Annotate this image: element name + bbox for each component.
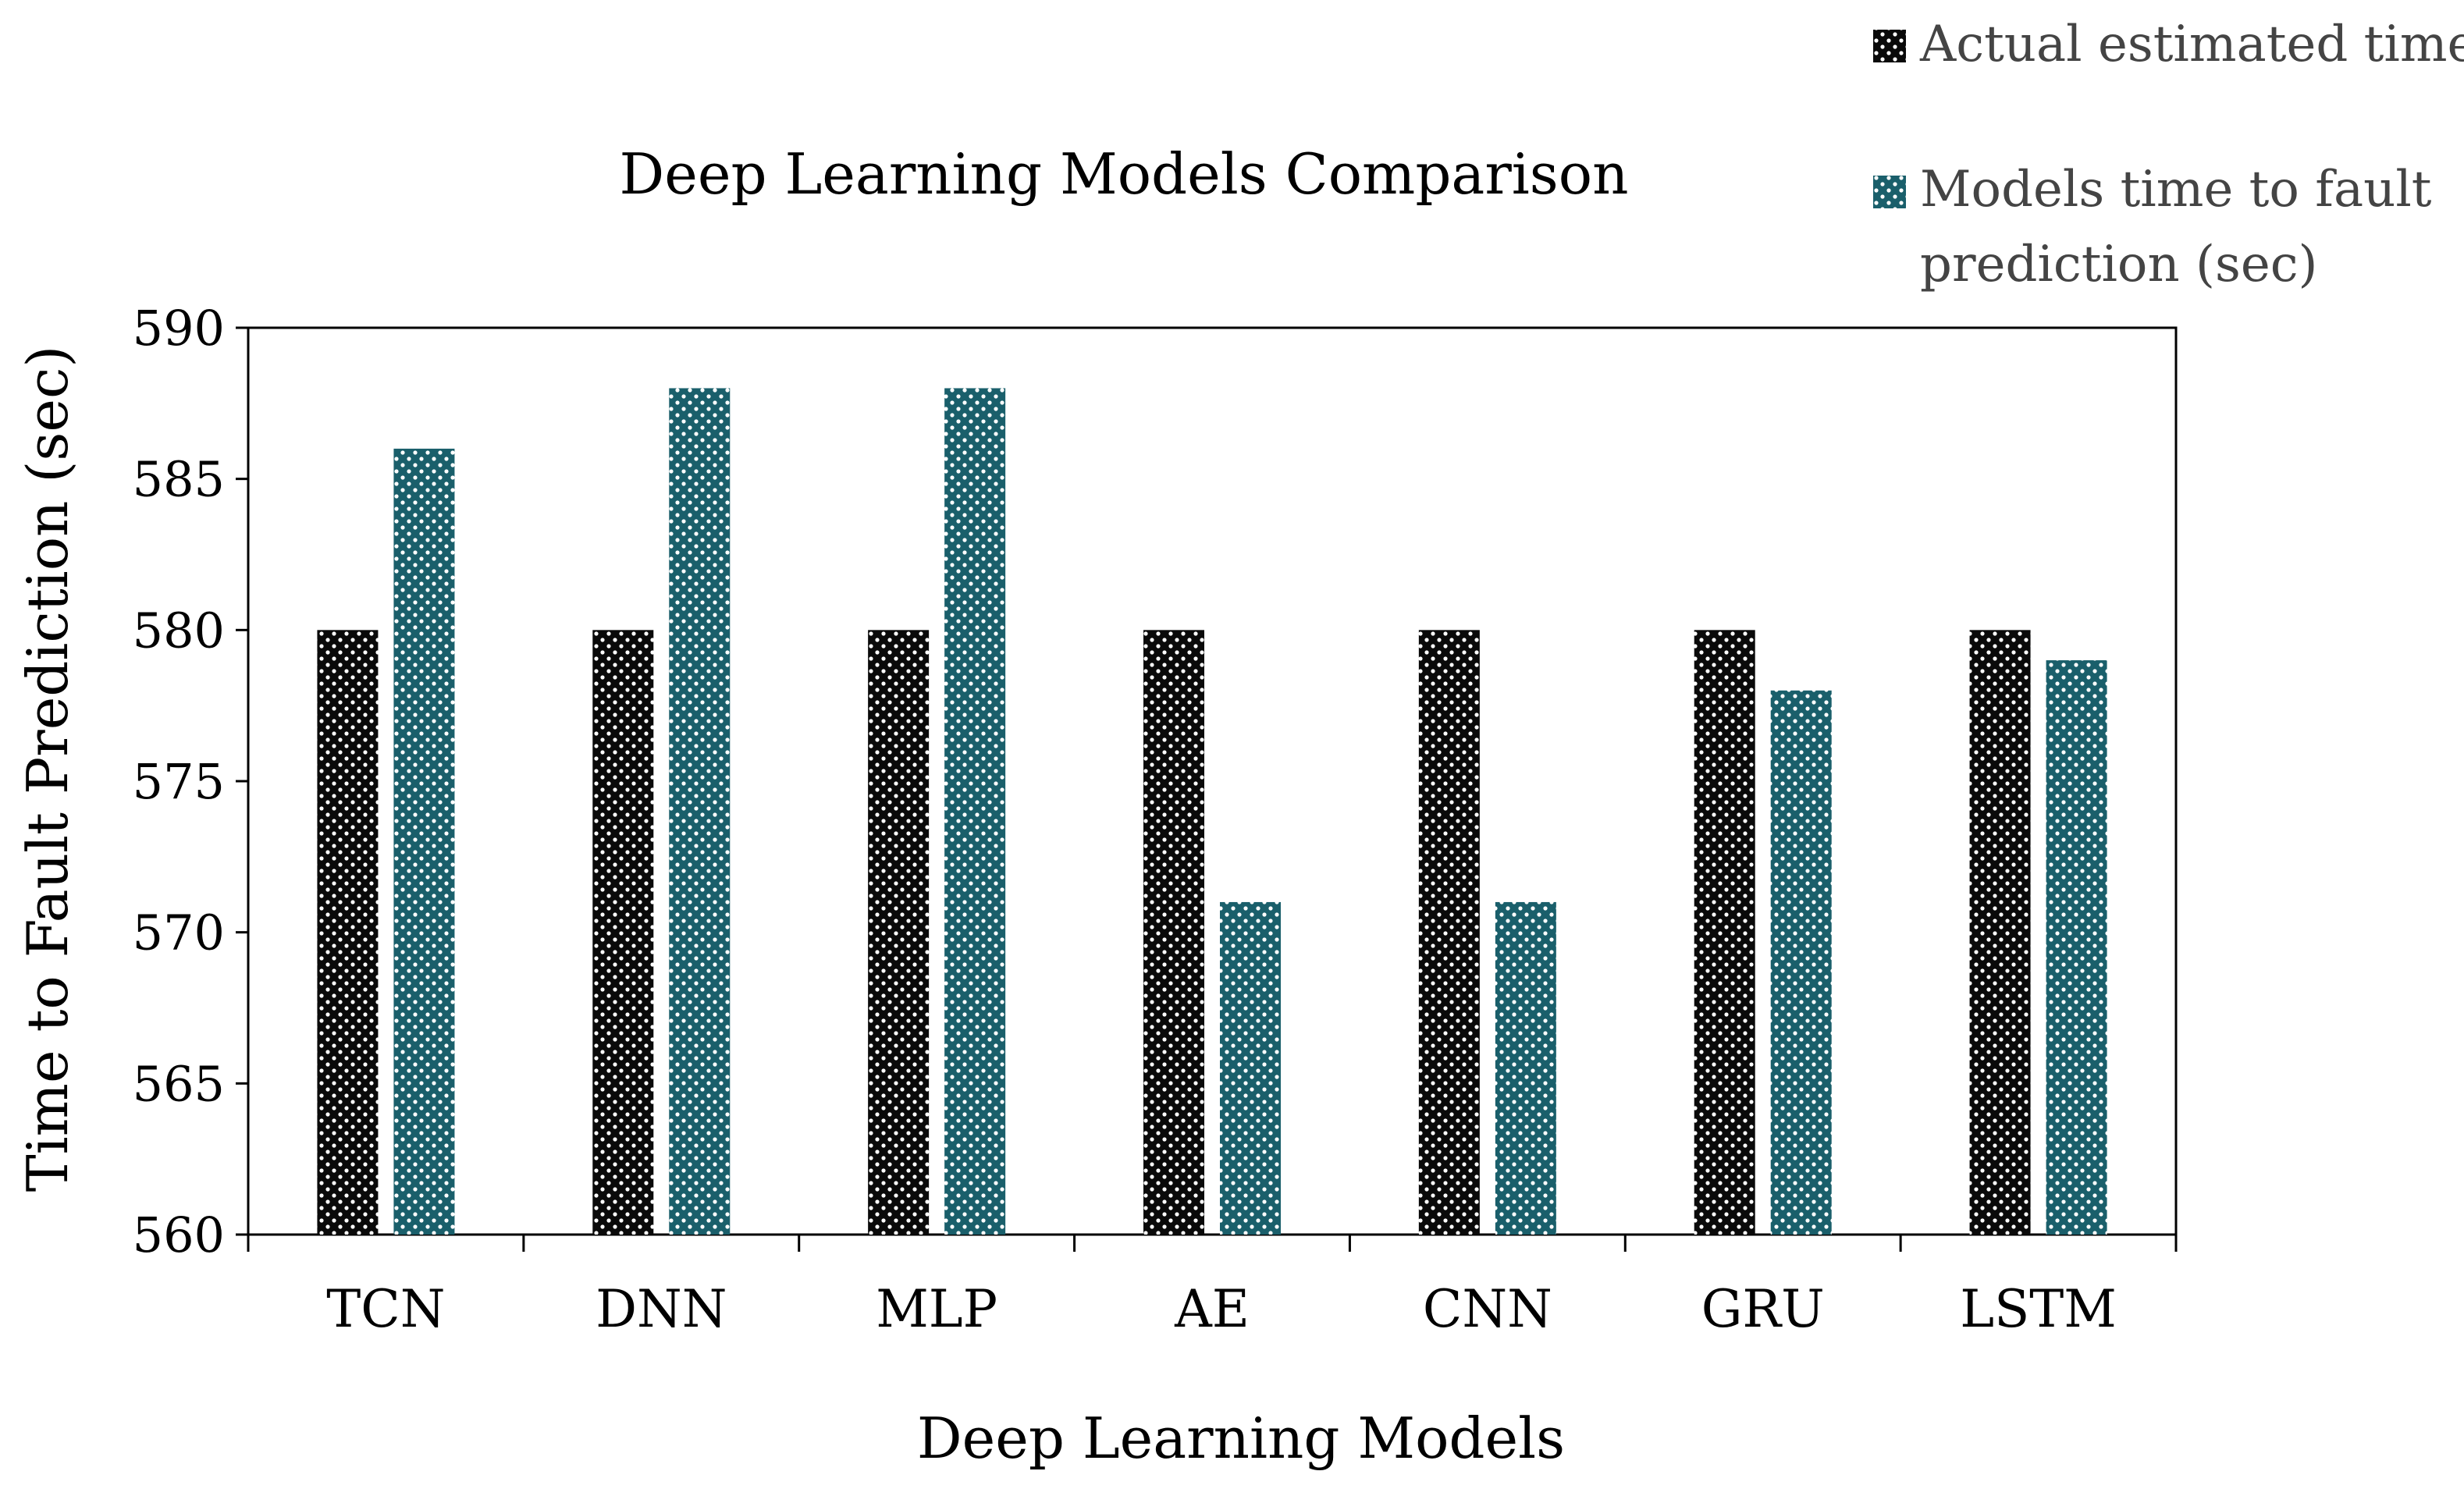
- y-axis-label: Time to Fault Prediction (sec): [15, 346, 80, 1192]
- legend-label-models-line1: Models time to fault: [1920, 161, 2432, 219]
- plot-frame: [247, 326, 2178, 1236]
- bar-model-cnn: [1495, 901, 1556, 1235]
- chart-title: Deep Learning Models Comparison: [620, 141, 1629, 207]
- y-tick-label: 585: [133, 451, 225, 508]
- x-tick-label-lstm: LSTM: [1960, 1279, 2117, 1339]
- y-tick-label: 575: [133, 753, 225, 810]
- bar-actual-dnn: [592, 630, 654, 1235]
- bar-model-dnn: [669, 388, 731, 1235]
- legend: Actual estimated time Models time to fau…: [1873, 16, 2464, 293]
- bar-actual-tcn: [317, 630, 379, 1235]
- y-tick-label: 590: [133, 300, 225, 357]
- bar-actual-cnn: [1418, 630, 1480, 1235]
- x-axis-label: Deep Learning Models: [917, 1405, 1565, 1471]
- x-tick-label-mlp: MLP: [876, 1279, 997, 1339]
- x-tick-label-cnn: CNN: [1423, 1279, 1552, 1339]
- y-tick-label: 565: [133, 1055, 225, 1112]
- x-tick-label-ae: AE: [1174, 1279, 1250, 1339]
- bar-model-lstm: [2046, 660, 2107, 1235]
- y-tick-label: 560: [133, 1206, 225, 1263]
- y-tick-label: 570: [133, 904, 225, 961]
- legend-swatch-models: [1873, 176, 1906, 208]
- bar-actual-ae: [1143, 630, 1204, 1235]
- legend-label-actual: Actual estimated time: [1919, 16, 2464, 73]
- bar-model-tcn: [393, 448, 455, 1235]
- bar-actual-lstm: [1969, 630, 2031, 1235]
- x-tick-label-dnn: DNN: [596, 1279, 727, 1339]
- legend-label-models-line2: prediction (sec): [1920, 236, 2318, 293]
- bar-actual-gru: [1694, 630, 1755, 1235]
- bar-model-ae: [1220, 901, 1281, 1235]
- bar-model-mlp: [944, 388, 1006, 1235]
- x-tick-label-gru: GRU: [1701, 1279, 1825, 1339]
- plot-area: 560 565 570 575 580 585 590 TCN DNN MLP AE CNN GRU LS…: [133, 300, 2178, 1339]
- bar-actual-mlp: [868, 630, 930, 1235]
- x-tick-label-tcn: TCN: [326, 1279, 445, 1339]
- y-tick-label: 580: [133, 602, 225, 659]
- legend-swatch-actual: [1873, 30, 1906, 62]
- bar-model-gru: [1770, 690, 1832, 1235]
